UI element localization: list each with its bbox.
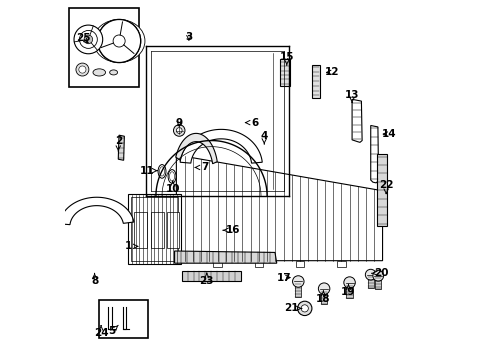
Bar xyxy=(182,271,241,281)
Text: 4: 4 xyxy=(260,131,267,144)
Text: 15: 15 xyxy=(279,52,293,65)
Text: 1: 1 xyxy=(124,241,138,251)
Text: 17: 17 xyxy=(276,273,291,283)
Ellipse shape xyxy=(169,172,174,181)
Text: 10: 10 xyxy=(165,181,180,194)
Circle shape xyxy=(301,305,308,312)
Text: 18: 18 xyxy=(316,291,330,304)
Bar xyxy=(367,275,373,288)
Polygon shape xyxy=(128,194,181,264)
Polygon shape xyxy=(370,126,378,183)
Ellipse shape xyxy=(93,19,144,63)
Text: 2: 2 xyxy=(114,136,122,151)
Bar xyxy=(99,300,147,338)
Bar xyxy=(295,261,304,267)
Text: 22: 22 xyxy=(378,180,393,193)
Ellipse shape xyxy=(168,170,176,183)
Bar xyxy=(69,8,139,87)
Ellipse shape xyxy=(109,70,117,75)
Circle shape xyxy=(343,277,355,288)
Circle shape xyxy=(98,19,141,63)
Circle shape xyxy=(113,35,125,47)
Circle shape xyxy=(98,19,141,63)
Text: 7: 7 xyxy=(195,162,208,172)
Bar xyxy=(213,261,222,267)
Bar xyxy=(346,283,352,298)
Text: 14: 14 xyxy=(381,129,395,139)
Polygon shape xyxy=(118,135,124,160)
Text: 13: 13 xyxy=(344,90,359,103)
Circle shape xyxy=(79,31,97,48)
Circle shape xyxy=(292,276,304,287)
Circle shape xyxy=(318,283,329,294)
Circle shape xyxy=(372,270,383,281)
Circle shape xyxy=(176,128,182,134)
Circle shape xyxy=(76,63,89,76)
Polygon shape xyxy=(180,129,262,163)
Bar xyxy=(336,261,345,267)
Text: 21: 21 xyxy=(284,303,301,314)
Ellipse shape xyxy=(158,165,165,178)
Polygon shape xyxy=(351,99,362,142)
Ellipse shape xyxy=(93,69,105,76)
Ellipse shape xyxy=(159,167,164,176)
Circle shape xyxy=(365,269,375,280)
Text: 5: 5 xyxy=(108,325,118,336)
Circle shape xyxy=(173,125,184,136)
Circle shape xyxy=(113,35,125,47)
Text: 25: 25 xyxy=(76,33,90,43)
Bar xyxy=(374,276,381,289)
Text: 23: 23 xyxy=(199,273,214,286)
Bar xyxy=(320,289,326,304)
Bar xyxy=(151,212,163,248)
Text: 3: 3 xyxy=(185,32,192,41)
Polygon shape xyxy=(175,134,217,164)
Text: 12: 12 xyxy=(325,67,339,77)
Bar xyxy=(254,261,263,267)
Polygon shape xyxy=(176,155,382,261)
Text: 8: 8 xyxy=(91,273,98,286)
Bar xyxy=(311,64,319,98)
Text: 19: 19 xyxy=(341,284,355,297)
Polygon shape xyxy=(174,251,276,263)
Text: 24: 24 xyxy=(94,326,108,338)
Bar xyxy=(166,212,179,248)
Bar xyxy=(131,197,178,261)
Text: 9: 9 xyxy=(175,118,183,128)
Circle shape xyxy=(79,66,86,73)
Bar xyxy=(134,212,147,248)
Bar xyxy=(376,154,386,226)
Text: 16: 16 xyxy=(223,225,240,235)
Circle shape xyxy=(74,25,102,54)
Circle shape xyxy=(297,301,311,316)
Polygon shape xyxy=(59,197,134,225)
Bar xyxy=(280,59,290,86)
Text: 11: 11 xyxy=(140,166,157,176)
Text: 20: 20 xyxy=(371,268,388,278)
Circle shape xyxy=(84,35,92,44)
Bar xyxy=(295,282,301,297)
Text: 6: 6 xyxy=(244,118,258,128)
